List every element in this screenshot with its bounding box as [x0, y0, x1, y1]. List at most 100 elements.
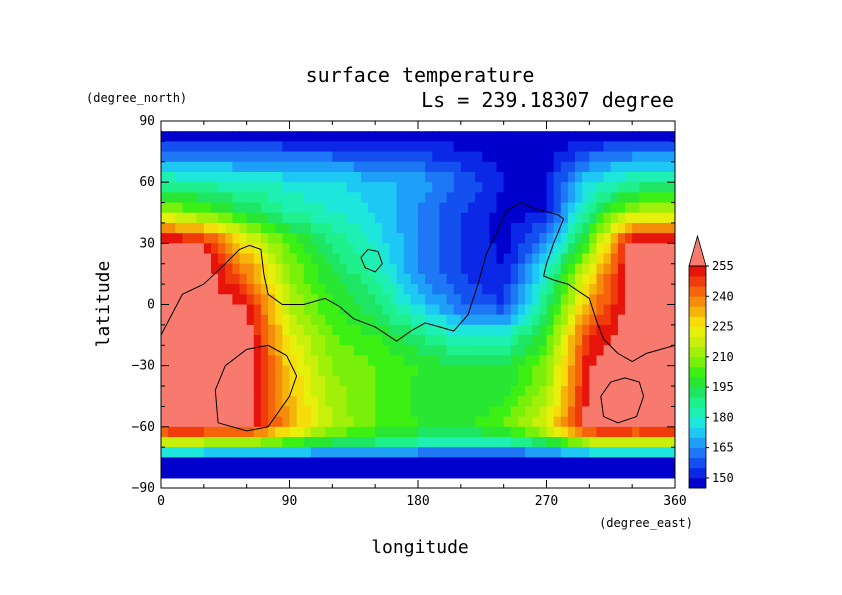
heatmap-cell — [289, 386, 298, 397]
heatmap-cell — [396, 273, 405, 285]
heatmap-cell — [560, 192, 569, 204]
heatmap-cell — [567, 233, 576, 244]
heatmap-cell — [517, 243, 526, 255]
heatmap-cell — [396, 212, 405, 224]
heatmap-cell — [396, 386, 405, 397]
heatmap-cell — [639, 222, 648, 234]
heatmap-cell — [617, 233, 626, 244]
heatmap-cell — [239, 182, 248, 193]
heatmap-cell — [189, 375, 198, 387]
heatmap-cell — [239, 151, 248, 163]
heatmap-cell — [539, 182, 548, 193]
heatmap-cell — [210, 426, 219, 438]
heatmap-cell — [260, 375, 269, 387]
heatmap-cell — [218, 182, 226, 193]
heatmap-cell — [175, 284, 184, 295]
heatmap-cell — [210, 457, 219, 469]
heatmap-cell — [653, 192, 662, 204]
heatmap-cell — [268, 273, 276, 285]
heatmap-cell — [268, 243, 276, 255]
heatmap-cell — [596, 375, 605, 387]
heatmap-cell — [375, 345, 383, 357]
heatmap-cell — [589, 212, 598, 224]
heatmap-cell — [610, 416, 619, 428]
heatmap-cell — [346, 396, 355, 408]
heatmap-cell — [410, 243, 419, 255]
heatmap-cell — [525, 426, 533, 438]
heatmap-cell — [525, 314, 533, 326]
heatmap-cell — [439, 335, 448, 346]
heatmap-cell — [489, 233, 498, 244]
heatmap-cell — [453, 222, 462, 234]
heatmap-cell — [410, 222, 419, 234]
heatmap-cell — [589, 222, 598, 234]
heatmap-cell — [539, 171, 548, 183]
heatmap-cell — [625, 212, 633, 224]
heatmap-cell — [496, 335, 505, 346]
heatmap-cell — [189, 182, 198, 193]
heatmap-cell — [161, 284, 169, 295]
heatmap-cell — [289, 202, 298, 214]
heatmap-cell — [246, 284, 255, 295]
heatmap-cell — [589, 243, 598, 255]
heatmap-cell — [418, 437, 426, 448]
heatmap-cell — [639, 192, 648, 204]
heatmap-cell — [660, 365, 669, 377]
heatmap-cell — [425, 365, 433, 377]
heatmap-cell — [161, 447, 169, 459]
heatmap-cell — [218, 273, 226, 285]
heatmap-cell — [175, 396, 184, 408]
heatmap-cell — [246, 192, 255, 204]
heatmap-cell — [318, 192, 326, 204]
heatmap-cell — [161, 477, 169, 479]
heatmap-cell — [496, 192, 505, 204]
heatmap-cell — [532, 182, 540, 193]
heatmap-cell — [382, 426, 391, 438]
heatmap-cell — [439, 182, 448, 193]
heatmap-cell — [467, 253, 476, 265]
heatmap-cell — [332, 447, 341, 459]
heatmap-cell — [225, 314, 233, 326]
heatmap-cell — [560, 335, 569, 346]
heatmap-cell — [553, 263, 562, 275]
heatmap-cell — [418, 355, 426, 367]
heatmap-cell — [467, 263, 476, 275]
heatmap-cell — [253, 426, 262, 438]
heatmap-cell — [575, 457, 583, 469]
heatmap-cell — [239, 386, 248, 397]
heatmap-cell — [189, 335, 198, 346]
heatmap-cell — [625, 294, 633, 306]
heatmap-cell — [667, 294, 675, 306]
heatmap-cell — [410, 345, 419, 357]
heatmap-cell — [432, 406, 441, 418]
heatmap-cell — [275, 192, 283, 204]
heatmap-cell — [310, 284, 319, 295]
heatmap-cell — [246, 171, 255, 183]
heatmap-cell — [503, 151, 512, 163]
heatmap-cell — [375, 243, 383, 255]
heatmap-cell — [360, 335, 369, 346]
heatmap-cell — [360, 406, 369, 418]
heatmap-cell — [268, 161, 276, 173]
heatmap-cell — [525, 457, 533, 469]
heatmap-cell — [232, 365, 241, 377]
heatmap-cell — [603, 294, 612, 306]
heatmap-cell — [496, 437, 505, 448]
heatmap-cell — [610, 131, 619, 142]
heatmap-cell — [517, 222, 526, 234]
heatmap-cell — [660, 477, 669, 479]
heatmap-cell — [610, 243, 619, 255]
heatmap-cell — [203, 355, 212, 367]
heatmap-cell — [510, 386, 519, 397]
heatmap-cell — [482, 243, 490, 255]
heatmap-cell — [232, 304, 241, 316]
heatmap-cell — [396, 192, 405, 204]
heatmap-cell — [453, 171, 462, 183]
heatmap-cell — [282, 182, 291, 193]
heatmap-cell — [589, 467, 598, 479]
heatmap-cell — [453, 151, 462, 163]
heatmap-cell — [503, 375, 512, 387]
heatmap-cell — [182, 243, 191, 255]
heatmap-cell — [325, 457, 333, 469]
heatmap-cell — [432, 365, 441, 377]
